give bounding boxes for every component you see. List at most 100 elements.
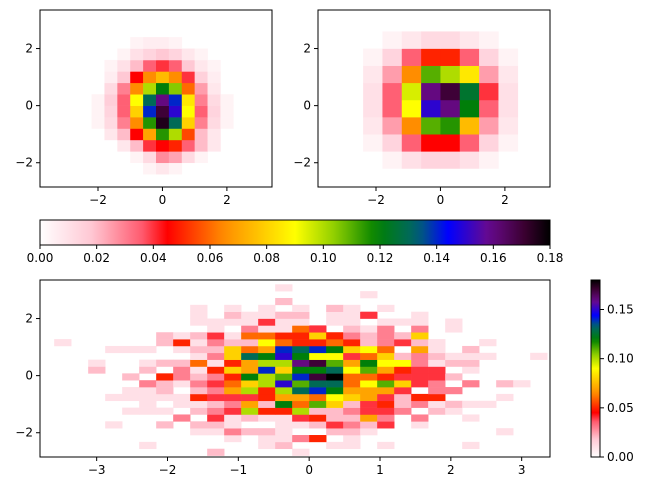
heatmap-cell [462, 400, 480, 408]
heatmap-cell [168, 48, 183, 61]
heatmap-cell [241, 345, 259, 354]
heatmap-cell [258, 435, 276, 443]
heatmap-cell [360, 414, 378, 422]
colorbar-horizontal: 0.00 0.02 0.04 0.06 0.08 0.10 0.12 0.14 0.16 0.18 [27, 219, 564, 265]
heatmap-cell [258, 352, 276, 360]
heatmap-cell [275, 428, 293, 436]
heatmap-cell [498, 48, 519, 66]
heatmap-cell [360, 345, 378, 354]
heatmap-cell [292, 393, 310, 402]
heatmap-cell [156, 407, 174, 415]
heatmap-cell [207, 393, 225, 402]
heatmap-cell [343, 366, 361, 374]
heatmap-cell [411, 345, 429, 354]
heatmap-cell [377, 352, 395, 360]
heatmap-cell [130, 117, 144, 129]
colorbar-tick-label: 0.02 [83, 251, 110, 265]
heatmap-bottom: −3 −2 −1 0 1 2 3 −2 0 2 [15, 279, 551, 477]
heatmap-cell [440, 151, 461, 169]
heatmap-cell [496, 393, 514, 402]
heatmap-cell [382, 151, 403, 169]
heatmap-cell [411, 366, 429, 374]
heatmap-cell [241, 400, 259, 408]
heatmap-cell [190, 332, 208, 340]
heatmap-cell [207, 352, 225, 360]
heatmap-cell [241, 359, 259, 367]
heatmap-cell [241, 339, 259, 347]
heatmap-cell [326, 393, 344, 402]
heatmap-cell [459, 31, 480, 49]
heatmap-cell [207, 448, 225, 456]
heatmap-cell [343, 325, 361, 333]
heatmap-cell [207, 359, 225, 367]
heatmap-cell [275, 352, 293, 360]
heatmap-cell [377, 339, 395, 347]
heatmap-cell [241, 387, 259, 395]
heatmap-cell [122, 407, 140, 415]
heatmap-cell [194, 48, 208, 61]
heatmap-cell [462, 352, 480, 360]
heatmap-cell [117, 139, 131, 152]
heatmap-cell [190, 421, 208, 429]
heatmap-cell [445, 325, 463, 333]
heatmap-cell [326, 352, 344, 360]
heatmap-cell [139, 380, 157, 388]
heatmap-cell [190, 428, 208, 436]
heatmap-cell [440, 99, 461, 118]
heatmap-cell [292, 325, 310, 333]
heatmap-cell [459, 48, 480, 66]
y-tick-label: 2 [25, 42, 33, 56]
heatmap-cell [207, 117, 221, 129]
heatmap-cell [117, 105, 131, 118]
heatmap-cell [117, 82, 131, 95]
y-tick-label: 0 [25, 99, 33, 113]
heatmap-cell [421, 65, 441, 84]
heatmap-cell [530, 352, 548, 360]
x-tick-label: 0 [159, 193, 167, 207]
heatmap-cell [241, 414, 259, 422]
colorbar-tick-label: 0.10 [310, 251, 337, 265]
heatmap-cell [326, 400, 344, 408]
heatmap-cell [207, 71, 221, 84]
colorbar-tick-label: 0.12 [367, 251, 394, 265]
heatmap-cell [343, 359, 361, 367]
heatmap-cell [181, 151, 195, 164]
heatmap-cell [513, 380, 531, 388]
heatmap-cell [190, 339, 208, 347]
heatmap-cell [224, 387, 242, 395]
heatmap-cell [394, 359, 412, 367]
heatmap-cell [309, 435, 327, 443]
heatmap-cell [462, 380, 480, 388]
heatmap-cell [411, 373, 429, 381]
heatmap-cell [360, 380, 378, 388]
colorbar-tick-label: 0.08 [253, 251, 280, 265]
heatmap-cell [343, 400, 361, 408]
heatmap-cell [292, 345, 310, 354]
heatmap-cell [156, 94, 170, 106]
heatmap-cell [363, 82, 383, 101]
heatmap-cell [224, 359, 242, 367]
heatmap-cell [194, 151, 208, 164]
heatmap-cell [190, 345, 208, 354]
heatmap-cell [181, 128, 195, 141]
heatmap-cell [326, 339, 344, 347]
heatmap-cell [173, 380, 191, 388]
heatmap-cell [292, 387, 310, 395]
heatmap-cell [207, 421, 225, 429]
heatmap-cell [156, 380, 174, 388]
colorbar-tick-label: 0.05 [607, 401, 634, 415]
heatmap-cell [275, 311, 293, 319]
heatmap-cell [421, 99, 441, 118]
heatmap-cell [275, 339, 293, 347]
heatmap-cell [360, 387, 378, 395]
heatmap-cell [156, 373, 174, 381]
heatmap-cell [343, 380, 361, 388]
heatmap-cell [168, 37, 183, 49]
heatmap-cell [275, 373, 293, 381]
heatmap-cell [394, 339, 412, 347]
heatmap-cell [143, 117, 157, 129]
heatmap-cell [428, 393, 446, 402]
heatmap-cell [440, 31, 461, 49]
colorbar-tick-label: 0.18 [537, 251, 564, 265]
heatmap-cell [143, 105, 157, 118]
